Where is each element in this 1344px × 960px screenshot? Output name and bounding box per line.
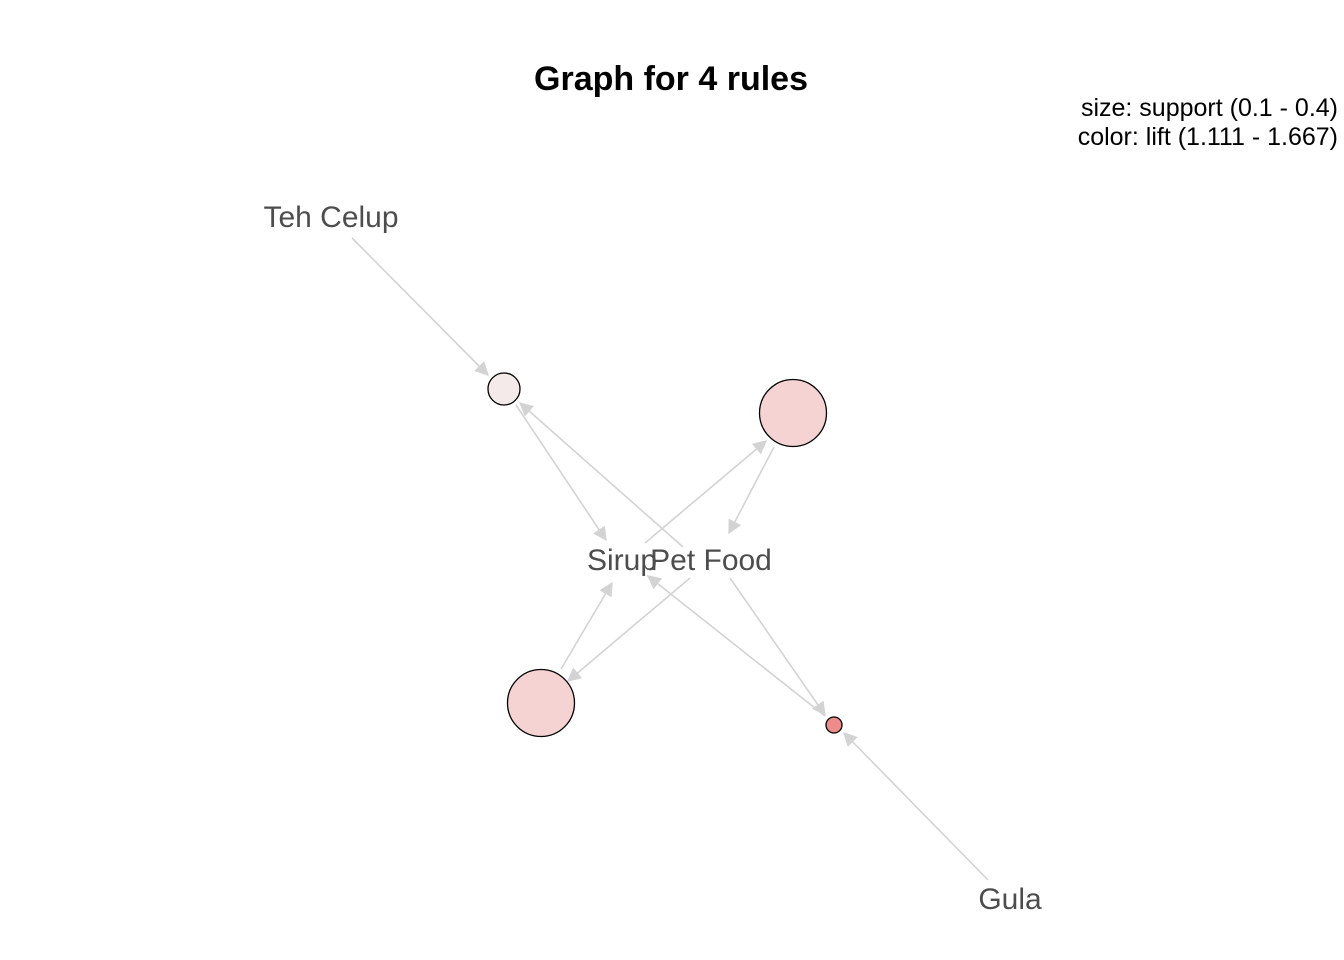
item-label-pet-food: Pet Food [650, 544, 772, 577]
legend-color: color: lift (1.111 - 1.667) [1078, 123, 1338, 151]
rule-1-node [487, 372, 521, 406]
item-label-teh-celup: Teh Celup [263, 201, 398, 234]
edge-pet-food-to-rule-1 [518, 402, 684, 548]
graph-title: Graph for 4 rules [534, 60, 808, 98]
edges-layer [351, 237, 989, 881]
edge-pet-food-to-rule-4 [729, 577, 826, 717]
edge-gula-to-rule-4 [843, 731, 989, 881]
item-label-sirup: Sirup [587, 544, 657, 577]
rule-3-node [506, 668, 576, 738]
edge-sirup-to-rule-2 [644, 440, 768, 544]
legend-size: size: support (0.1 - 0.4) [1081, 94, 1338, 122]
edge-rule-4-to-pet-food [646, 575, 826, 717]
edge-teh-celup-to-rule-1 [351, 237, 489, 376]
rule-nodes-layer [487, 372, 843, 738]
edge-rule-1-to-sirup [515, 404, 607, 542]
item-label-gula: Gula [978, 883, 1042, 916]
edge-rule-2-to-pet-food [728, 446, 775, 535]
rule-4-node [825, 716, 843, 734]
rule-2-node [758, 378, 828, 448]
edge-rule-3-to-sirup [560, 581, 613, 670]
edge-pet-food-to-rule-3 [566, 577, 691, 682]
